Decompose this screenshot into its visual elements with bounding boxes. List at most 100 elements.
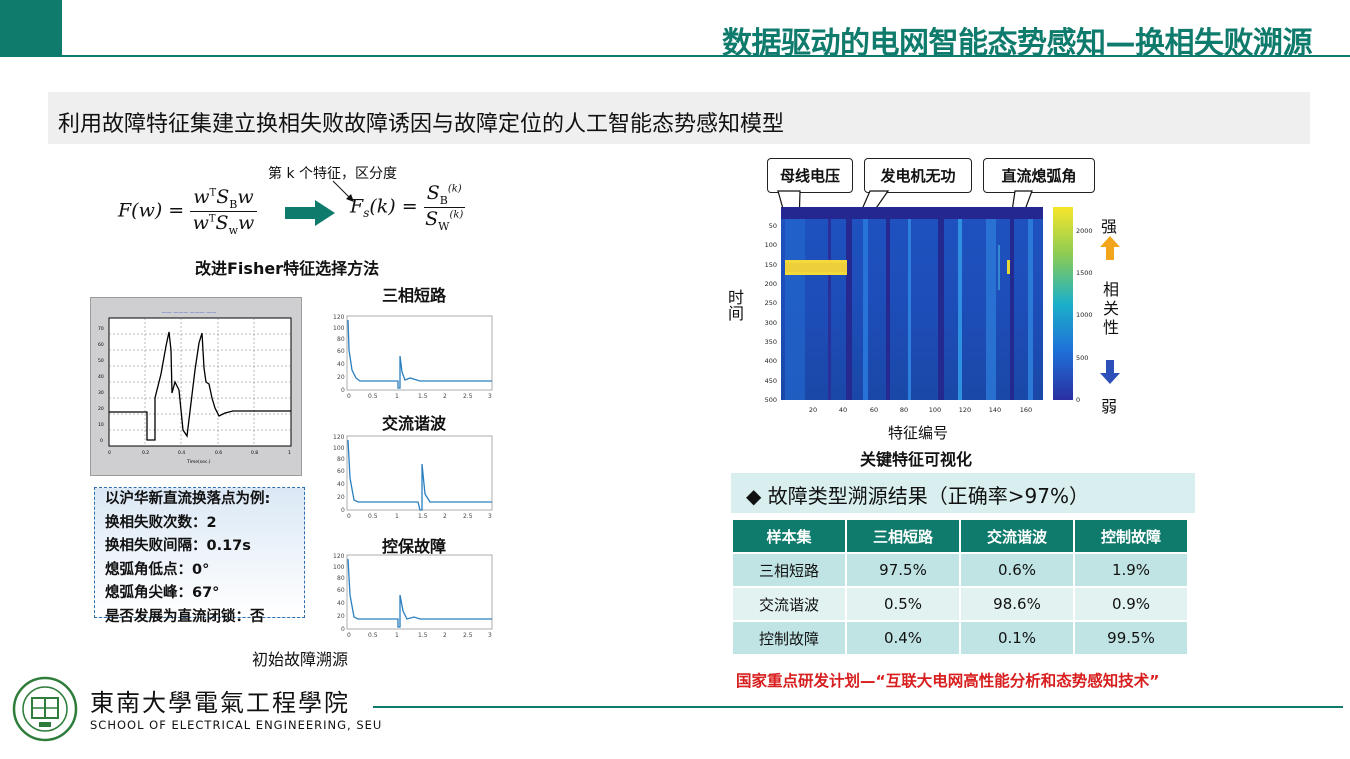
arrow-right-icon xyxy=(285,200,335,226)
waveform-title-three-phase: 三相短路 xyxy=(382,286,447,305)
note-pointer-arrow xyxy=(332,180,354,202)
waveform-title-control-fault: 控保故障 xyxy=(382,537,447,556)
svg-text:0.5: 0.5 xyxy=(368,632,378,639)
x-tick: 60 xyxy=(870,406,878,414)
svg-text:0.4: 0.4 xyxy=(178,450,185,456)
arrow-down-icon xyxy=(1100,360,1120,384)
table-header-row: 样本集 三相短路 交流谐波 控制故障 xyxy=(733,520,1187,552)
svg-text:2.5: 2.5 xyxy=(463,632,473,639)
svg-text:60: 60 xyxy=(98,342,104,348)
y-tick: 300 xyxy=(765,319,777,327)
three-phase-fault-waveform: 120 100 80 60 40 20 0 0 0.5 1 1.5 2 2.5 3 xyxy=(333,314,493,400)
svg-text:100: 100 xyxy=(333,564,345,571)
y-tick: 450 xyxy=(765,377,777,385)
svg-text:2: 2 xyxy=(443,393,447,400)
fisher-formula: F(w) = wTSBw wTSww xyxy=(118,186,257,237)
colorbar-tick: 1500 xyxy=(1076,269,1093,277)
x-tick: 140 xyxy=(989,406,1001,414)
table-cell: 0.6% xyxy=(961,554,1073,586)
svg-text:0.8: 0.8 xyxy=(251,450,258,456)
info-line: 换相失败间隔：0.17s xyxy=(105,538,251,554)
svg-text:3: 3 xyxy=(488,513,492,520)
svg-text:80: 80 xyxy=(337,336,345,343)
correlation-label: 相关性 xyxy=(1102,280,1119,337)
svg-text:0.6: 0.6 xyxy=(215,450,222,456)
svg-text:0: 0 xyxy=(108,450,111,456)
svg-text:3: 3 xyxy=(488,393,492,400)
feature-label-dc-extinction-angle: 直流熄弧角 xyxy=(983,158,1095,193)
svg-text:20: 20 xyxy=(337,374,345,381)
svg-text:100: 100 xyxy=(333,445,345,452)
result-title: ◆ 故障类型溯源结果（正确率>97%） xyxy=(746,484,1089,508)
arrow-up-icon xyxy=(1100,236,1120,260)
table-row: 控制故障 0.4% 0.1% 99.5% xyxy=(733,622,1187,654)
svg-text:40: 40 xyxy=(337,600,345,607)
x-tick: 80 xyxy=(900,406,908,414)
svg-text:1: 1 xyxy=(288,450,291,456)
svg-text:0: 0 xyxy=(347,513,351,520)
svg-text:80: 80 xyxy=(337,575,345,582)
colorbar-tick: 1000 xyxy=(1076,311,1093,319)
ac-harmonic-waveform: 120 100 80 60 40 20 0 0 0.5 1 1.5 2 2.5 3 xyxy=(333,434,493,520)
svg-text:2: 2 xyxy=(443,632,447,639)
svg-text:2.5: 2.5 xyxy=(463,513,473,520)
table-cell: 0.1% xyxy=(961,622,1073,654)
initial-trace-label: 初始故障溯源 xyxy=(252,650,349,669)
heatmap-x-axis-label: 特征编号 xyxy=(888,424,949,442)
svg-text:40: 40 xyxy=(98,374,104,380)
svg-text:1: 1 xyxy=(395,393,399,400)
y-tick: 150 xyxy=(765,261,777,269)
svg-text:60: 60 xyxy=(337,587,345,594)
table-cell: 0.5% xyxy=(847,588,959,620)
svg-text:1.5: 1.5 xyxy=(418,632,428,639)
table-row: 交流谐波 0.5% 98.6% 0.9% xyxy=(733,588,1187,620)
svg-text:0.5: 0.5 xyxy=(368,513,378,520)
y-tick: 50 xyxy=(769,222,777,230)
svg-text:20: 20 xyxy=(98,406,104,412)
university-seal-logo xyxy=(12,676,78,742)
svg-text:0: 0 xyxy=(341,387,345,394)
svg-text:—— ——— ——— ——: —— ——— ——— —— xyxy=(162,310,217,316)
school-name-english: SCHOOL OF ELECTRICAL ENGINEERING, SEU xyxy=(90,718,383,732)
funding-note: 国家重点研发计划—“互联大电网高性能分析和态势感知技术” xyxy=(736,672,1160,690)
svg-text:60: 60 xyxy=(337,348,345,355)
y-tick: 500 xyxy=(765,396,777,404)
svg-text:40: 40 xyxy=(337,481,345,488)
y-tick: 250 xyxy=(765,299,777,307)
svg-text:20: 20 xyxy=(337,613,345,620)
feature-heatmap: 50 100 150 200 250 300 350 400 450 500 2… xyxy=(765,207,1093,414)
svg-text:0: 0 xyxy=(100,438,103,444)
weak-label: 弱 xyxy=(1101,397,1118,416)
svg-text:70: 70 xyxy=(98,326,104,332)
school-name-chinese: 東南大學電氣工程學院 xyxy=(90,689,350,717)
svg-text:2: 2 xyxy=(443,513,447,520)
fisher-method-label: 改进Fisher特征选择方法 xyxy=(195,259,380,278)
table-header: 控制故障 xyxy=(1075,520,1187,552)
svg-text:10: 10 xyxy=(98,422,104,428)
table-cell: 0.9% xyxy=(1075,588,1187,620)
table-cell: 98.6% xyxy=(961,588,1073,620)
info-line: 换相失败次数：2 xyxy=(105,514,217,531)
heatmap-caption: 关键特征可视化 xyxy=(860,450,973,469)
x-tick: 40 xyxy=(839,406,847,414)
extinction-angle-waveform: —— ——— ——— —— 70 60 50 40 30 20 10 0 0 0.2 0.4 0… xyxy=(90,297,302,476)
y-tick: 350 xyxy=(765,338,777,346)
svg-text:120: 120 xyxy=(333,553,345,560)
colorbar-tick: 500 xyxy=(1076,354,1088,362)
svg-text:50: 50 xyxy=(98,358,104,364)
table-cell: 1.9% xyxy=(1075,554,1187,586)
info-line: 熄弧角尖峰：67° xyxy=(105,585,220,601)
colorbar-tick: 0 xyxy=(1076,396,1080,404)
table-cell: 0.4% xyxy=(847,622,959,654)
svg-text:1: 1 xyxy=(395,513,399,520)
feature-label-generator-reactive: 发电机无功 xyxy=(864,158,972,193)
svg-text:0.5: 0.5 xyxy=(368,393,378,400)
control-fault-waveform: 120 100 80 60 40 20 0 0 0.5 1 1.5 2 2.5 3 xyxy=(333,553,493,639)
svg-text:30: 30 xyxy=(98,390,104,396)
svg-text:0: 0 xyxy=(341,626,345,633)
info-line: 是否发展为直流闭锁：否 xyxy=(105,608,265,625)
result-title-banner xyxy=(731,473,1195,513)
y-tick: 200 xyxy=(765,280,777,288)
svg-text:60: 60 xyxy=(337,468,345,475)
x-tick: 160 xyxy=(1020,406,1032,414)
